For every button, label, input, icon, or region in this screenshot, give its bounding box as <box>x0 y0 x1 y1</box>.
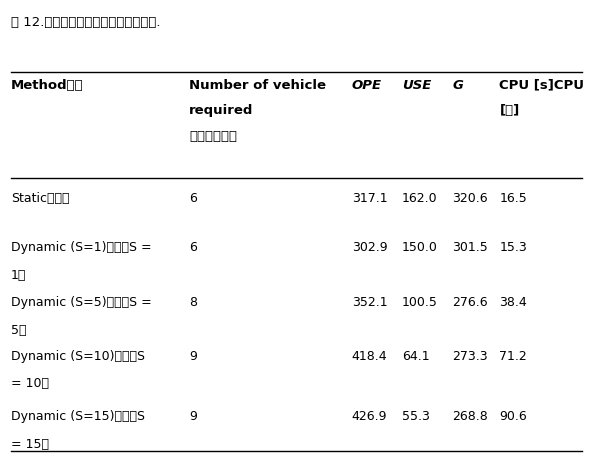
Text: Dynamic (S=10)动态（S: Dynamic (S=10)动态（S <box>11 350 145 363</box>
Text: 16.5: 16.5 <box>499 192 527 205</box>
Text: 90.6: 90.6 <box>499 410 527 423</box>
Text: 6: 6 <box>189 192 197 205</box>
Text: Dynamic (S=1)动态（S =: Dynamic (S=1)动态（S = <box>11 241 151 254</box>
Text: 55.3: 55.3 <box>402 410 430 423</box>
Text: 352.1: 352.1 <box>352 296 387 309</box>
Text: 64.1: 64.1 <box>402 350 430 363</box>
Text: = 10）: = 10） <box>11 377 48 390</box>
Text: 9: 9 <box>189 410 197 423</box>
Text: Number of vehicle: Number of vehicle <box>189 79 326 92</box>
Text: 5）: 5） <box>11 324 26 337</box>
Text: Dynamic (S=5)动态（S =: Dynamic (S=5)动态（S = <box>11 296 151 309</box>
Text: USE: USE <box>402 79 431 92</box>
Text: 301.5: 301.5 <box>452 241 488 254</box>
Text: G: G <box>452 79 463 92</box>
Text: 15.3: 15.3 <box>499 241 527 254</box>
Text: Method方法: Method方法 <box>11 79 83 92</box>
Text: 71.2: 71.2 <box>499 350 527 363</box>
Text: Dynamic (S=15)动态（S: Dynamic (S=15)动态（S <box>11 410 145 423</box>
Text: 1）: 1） <box>11 269 26 282</box>
Text: 426.9: 426.9 <box>352 410 387 423</box>
Text: 418.4: 418.4 <box>352 350 387 363</box>
Text: 273.3: 273.3 <box>452 350 488 363</box>
Text: required: required <box>189 104 254 117</box>
Text: [秒]: [秒] <box>499 104 519 117</box>
Text: 所需车辆数量: 所需车辆数量 <box>189 130 237 143</box>
Text: 268.8: 268.8 <box>452 410 488 423</box>
Text: 320.6: 320.6 <box>452 192 488 205</box>
Text: = 15）: = 15） <box>11 438 48 450</box>
Text: 表 12.静态操作方法的结果及所提方法.: 表 12.静态操作方法的结果及所提方法. <box>11 16 160 29</box>
Text: 317.1: 317.1 <box>352 192 387 205</box>
Text: 100.5: 100.5 <box>402 296 438 309</box>
Text: Static静态的: Static静态的 <box>11 192 69 205</box>
Text: 302.9: 302.9 <box>352 241 387 254</box>
Text: CPU [s]CPU: CPU [s]CPU <box>499 79 584 92</box>
Text: OPE: OPE <box>352 79 382 92</box>
Text: 276.6: 276.6 <box>452 296 488 309</box>
Text: 162.0: 162.0 <box>402 192 437 205</box>
Text: 6: 6 <box>189 241 197 254</box>
Text: 38.4: 38.4 <box>499 296 527 309</box>
Text: 150.0: 150.0 <box>402 241 438 254</box>
Text: 9: 9 <box>189 350 197 363</box>
Text: 8: 8 <box>189 296 197 309</box>
